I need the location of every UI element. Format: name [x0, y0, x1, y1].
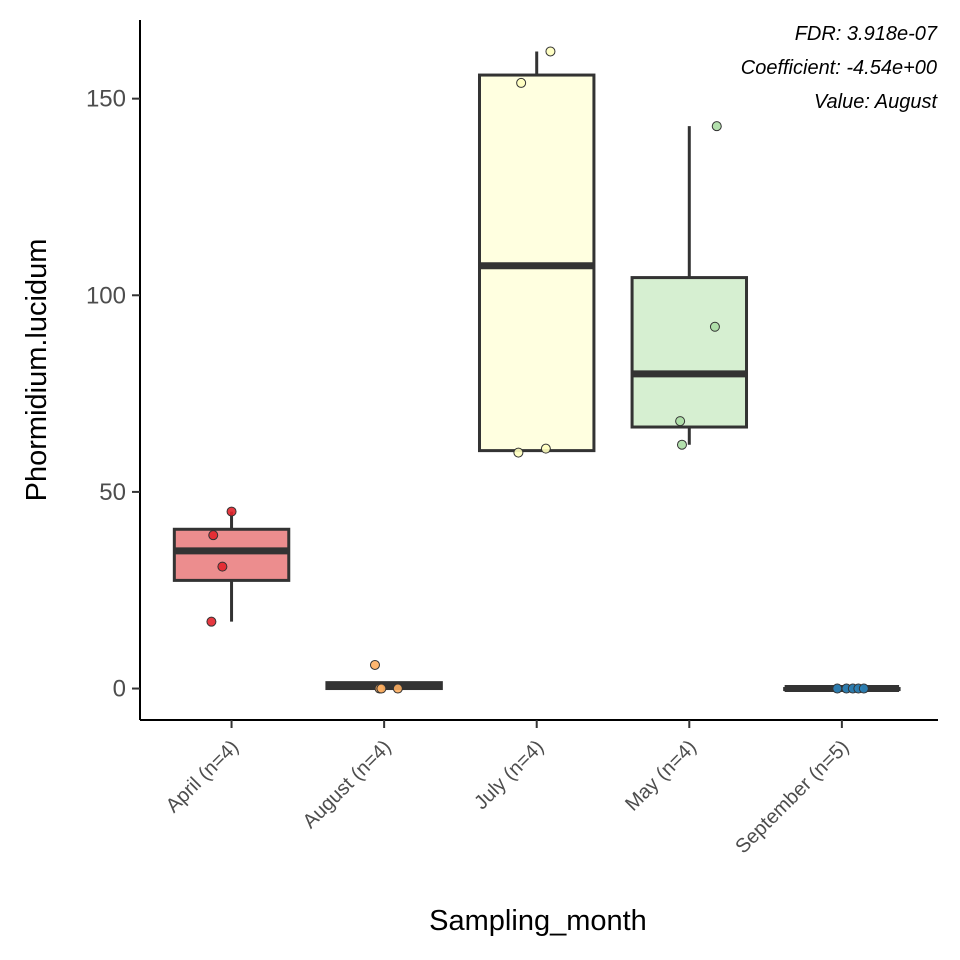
data-point	[206, 616, 217, 627]
data-point	[540, 443, 551, 454]
x-tick-label: July (n=4)	[470, 736, 548, 814]
data-point	[709, 321, 720, 332]
x-tick-label: September (n=5)	[731, 736, 853, 858]
data-point	[226, 506, 237, 517]
data-point	[711, 121, 722, 132]
y-ticks: 0 50 100 150	[86, 86, 140, 703]
y-axis-title: Phormidium.lucidum	[21, 239, 53, 502]
y-tick-label: 100	[86, 282, 126, 309]
data-point	[676, 439, 687, 450]
x-ticks: April (n=4) August (n=4) July (n=4) May (n=…	[162, 720, 853, 858]
data-point	[832, 683, 843, 694]
x-tick-label: May (n=4)	[621, 736, 701, 816]
data-point	[376, 683, 387, 694]
annotation-1: Coefficient: -4.54e+00	[741, 57, 937, 79]
data-point	[545, 46, 556, 57]
y-tick-label: 0	[113, 676, 126, 703]
x-tick-label: April (n=4)	[162, 736, 243, 817]
box-group-3	[630, 121, 749, 450]
data-point	[858, 683, 869, 694]
annotations: FDR: 3.918e-07 Coefficient: -4.54e+00 Valu…	[741, 23, 939, 113]
box-group-2	[477, 46, 596, 458]
annotation-0: FDR: 3.918e-07	[795, 23, 938, 45]
box-group-0	[172, 506, 291, 627]
y-tick-label: 150	[86, 86, 126, 113]
plot-area	[172, 46, 901, 694]
box-group-1	[325, 659, 443, 694]
data-point	[516, 77, 527, 88]
x-tick-label: August (n=4)	[299, 736, 396, 833]
annotation-2: Value: August	[814, 91, 938, 113]
data-point	[369, 659, 380, 670]
box	[172, 527, 291, 582]
data-point	[513, 447, 524, 458]
box	[630, 276, 749, 429]
y-tick-label: 50	[99, 479, 126, 506]
box-group-4	[783, 683, 901, 694]
data-point	[675, 416, 686, 427]
data-point	[217, 561, 228, 572]
data-point	[392, 683, 403, 694]
x-axis-title: Sampling_month	[429, 905, 647, 937]
data-point	[208, 530, 219, 541]
